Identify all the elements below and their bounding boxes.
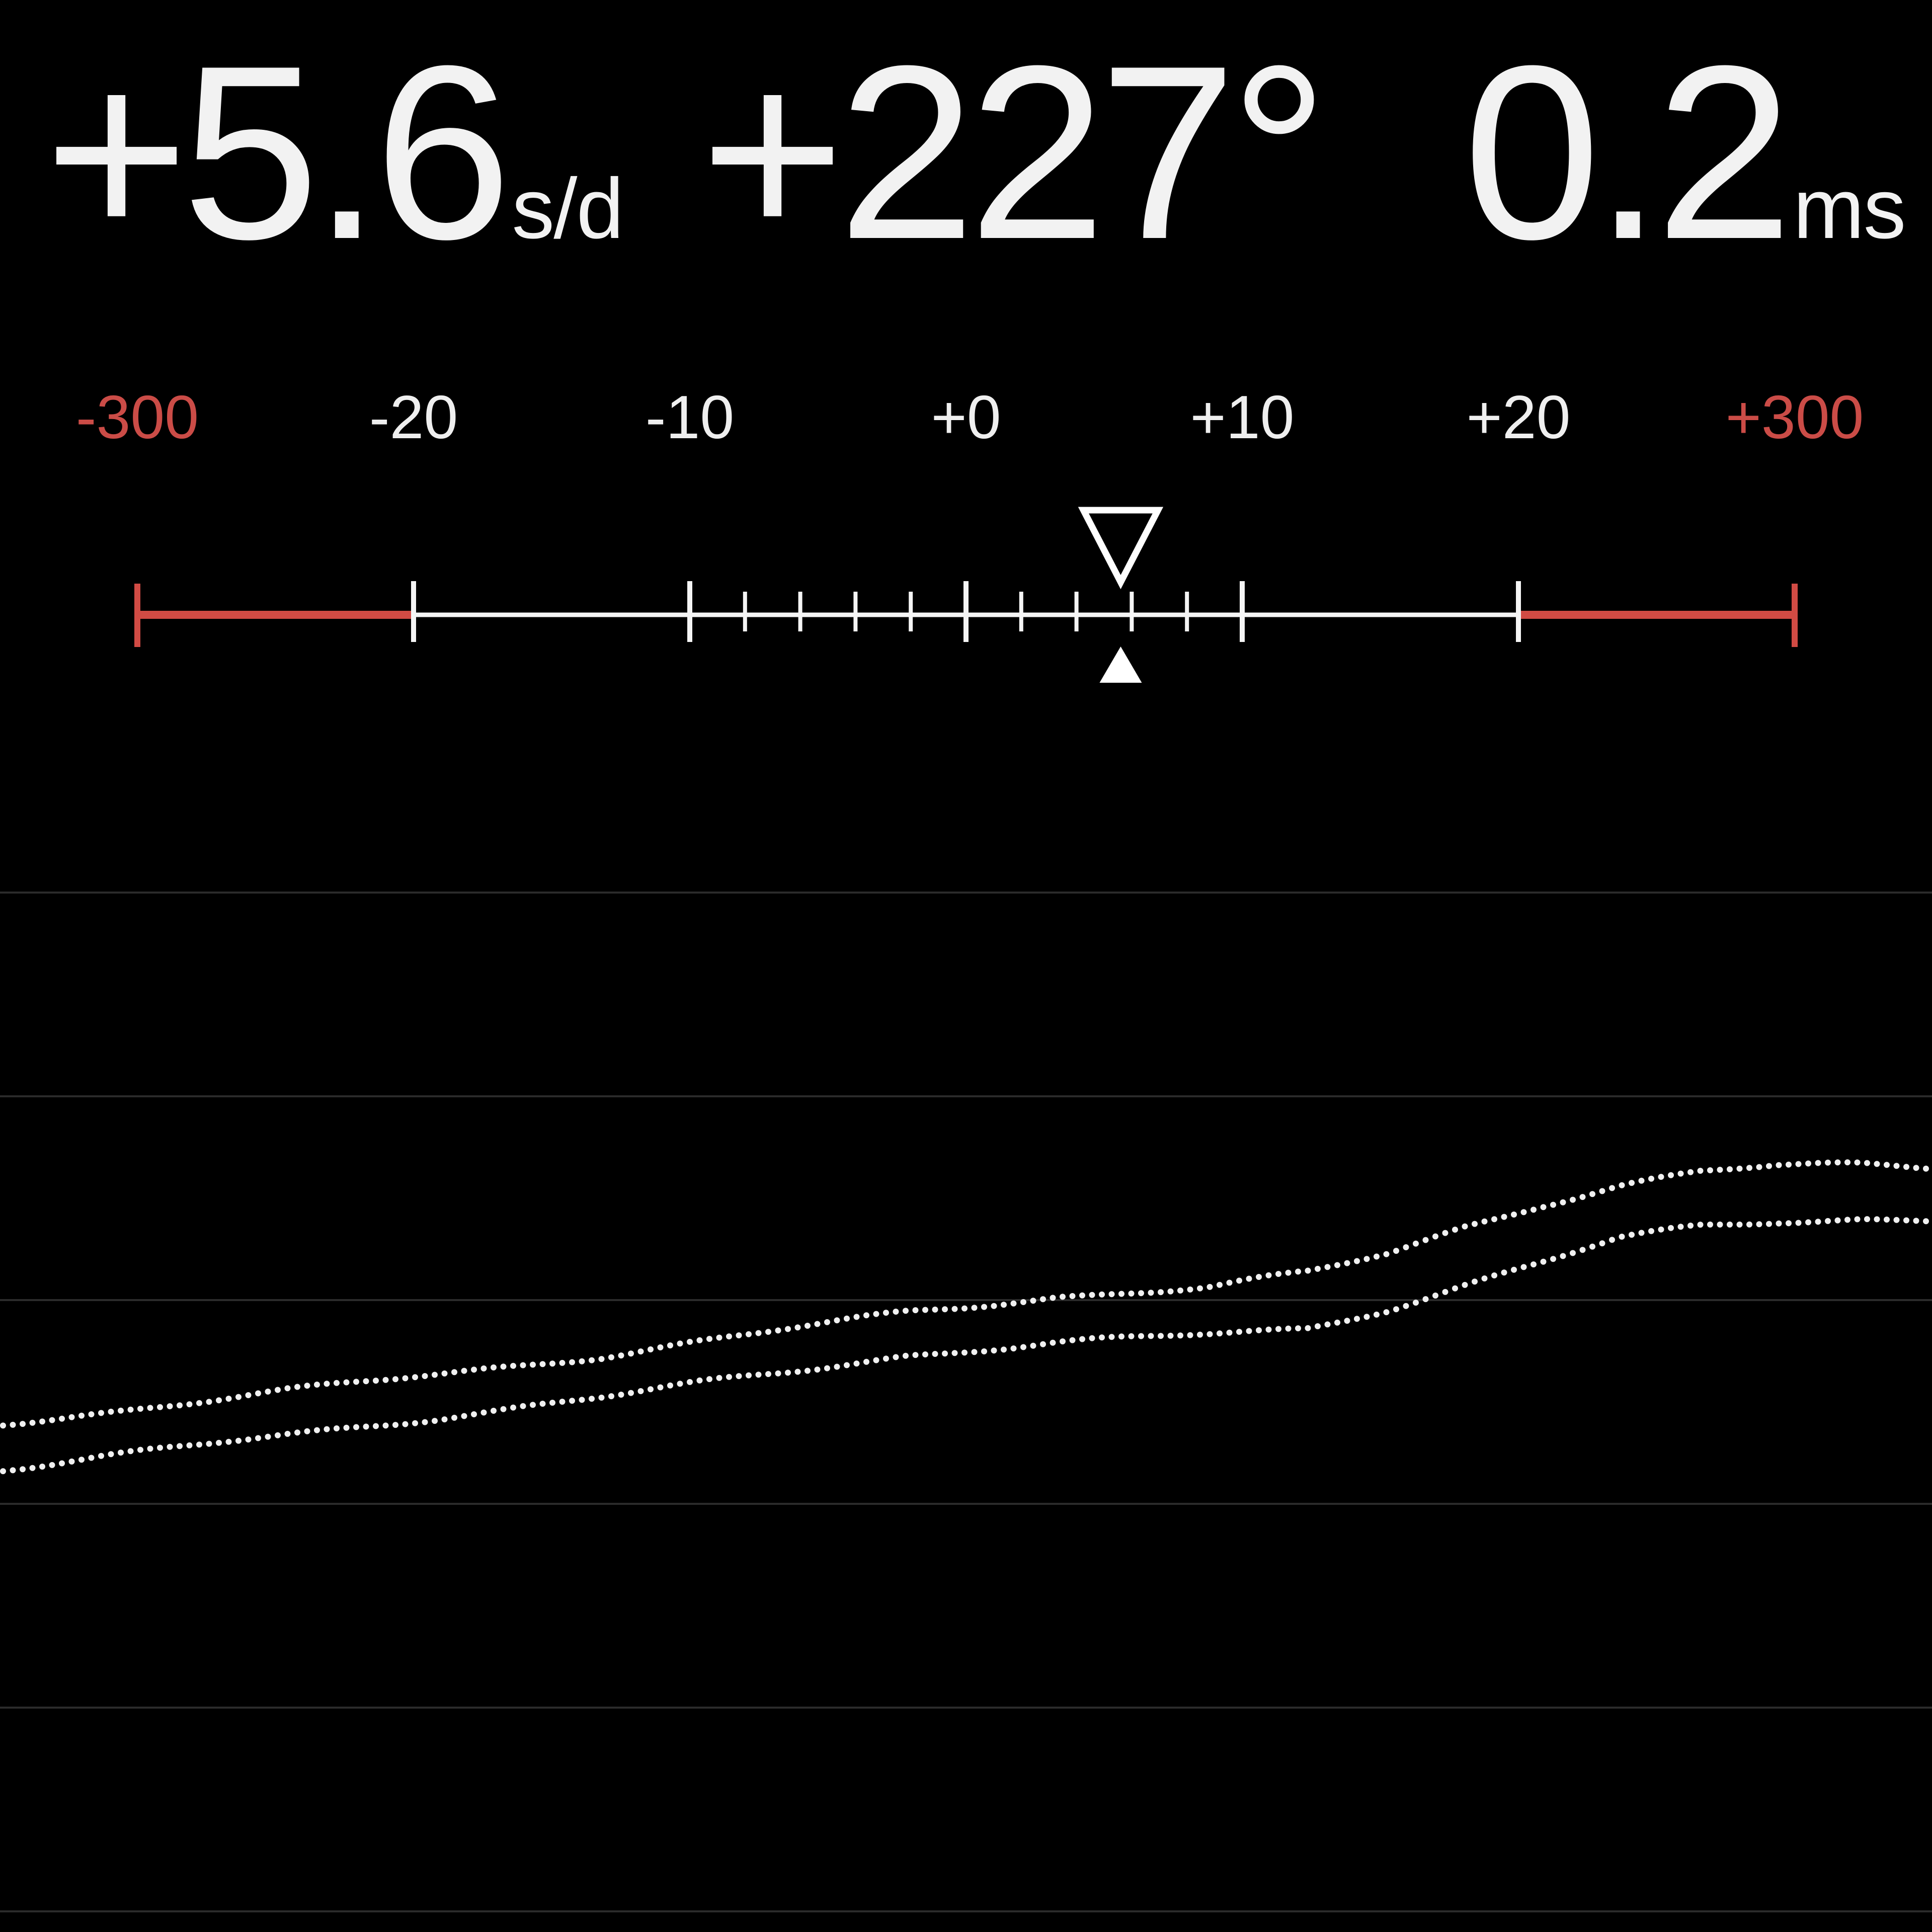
beat-error-unit: ms (1793, 161, 1906, 257)
scale-minor-tick--8 (743, 592, 747, 631)
scale-label-+10: +10 (1190, 383, 1295, 451)
rate-value: +5.6 (44, 15, 512, 291)
beat-error-readout: 0.2 ms (1463, 15, 1906, 291)
tick-trace (0, 1159, 1929, 1429)
amplitude-value: +227° (700, 15, 1329, 291)
gridline-3 (0, 1299, 1932, 1301)
scale-minor-tick-8 (1185, 592, 1189, 631)
scale-major-tick-10 (1240, 581, 1245, 642)
scale-minor-tick-6 (1130, 592, 1134, 631)
scale-major-tick-0 (963, 581, 969, 642)
scale-minor-tick--6 (798, 592, 802, 631)
rate-readout: +5.6 s/d (44, 15, 624, 291)
scale-label-+0: +0 (931, 383, 1001, 451)
gridline-4 (0, 1503, 1932, 1505)
gridline-6 (0, 1910, 1932, 1912)
gridline-5 (0, 1707, 1932, 1709)
scale-label--10: -10 (645, 383, 735, 451)
scale-label-+20: +20 (1466, 383, 1571, 451)
scale-minor-tick-2 (1019, 592, 1023, 631)
scale-major-tick-20 (1516, 581, 1521, 642)
beat-error-value: 0.2 (1463, 15, 1793, 291)
scale-major-tick--20 (411, 581, 416, 642)
rate-unit: s/d (512, 161, 624, 257)
scale-minor-tick--2 (909, 592, 913, 631)
rate-pointer-up-icon (1099, 647, 1142, 683)
gridline-1 (0, 892, 1932, 894)
scale-minor-tick-4 (1074, 592, 1079, 631)
scale-label-+300: +300 (1725, 383, 1864, 451)
scale-end-tick-left (134, 584, 140, 647)
amplitude-readout: +227° (700, 15, 1329, 291)
scale-label--300: -300 (75, 383, 199, 451)
tock-trace (0, 1216, 1929, 1475)
scale-end-tick-right (1792, 584, 1798, 647)
gridline-2 (0, 1095, 1932, 1097)
rate-pointer-down-icon (1078, 507, 1164, 590)
scale-label--20: -20 (369, 383, 458, 451)
scale-major-tick--10 (687, 581, 692, 642)
scale-minor-tick--4 (853, 592, 858, 631)
